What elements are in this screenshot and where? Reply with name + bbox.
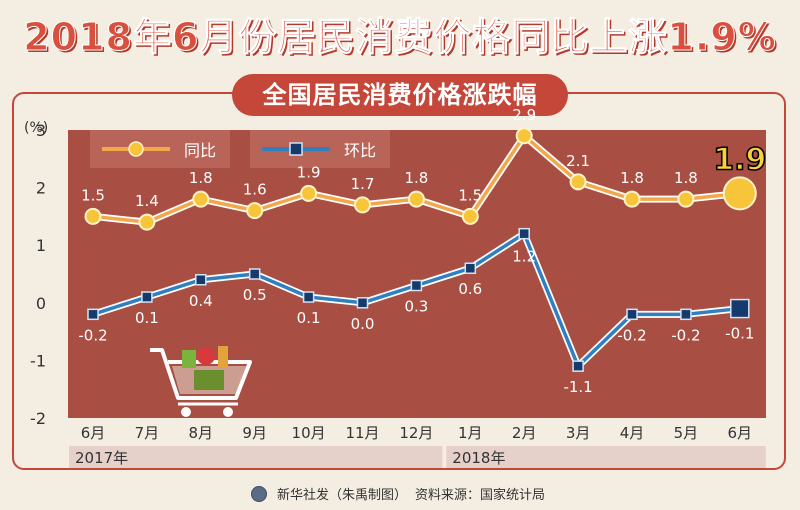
mom-point	[730, 298, 750, 319]
x-tick-label: 10月	[292, 424, 326, 442]
x-tick-label: 5月	[674, 424, 699, 442]
mom-data-label: 0.0	[351, 315, 375, 333]
legend-label-mom: 环比	[344, 141, 376, 160]
mom-point	[626, 308, 638, 321]
mom-data-label: 0.5	[243, 286, 267, 304]
x-tick-label: 4月	[620, 424, 645, 442]
footer: 新华社发（朱禹制图） 资料来源：国家统计局	[0, 484, 800, 503]
yoy-point	[407, 190, 425, 208]
yoy-point	[246, 202, 264, 220]
mom-point	[410, 279, 423, 292]
mom-data-label: -0.2	[617, 326, 646, 344]
yoy-point	[461, 207, 479, 225]
mom-point	[195, 274, 207, 286]
mom-data-label: 1.2	[512, 248, 536, 266]
yoy-data-label: 1.6	[243, 181, 267, 199]
y-tick-label: 1	[36, 236, 46, 255]
mom-point	[680, 308, 692, 321]
yoy-point	[515, 127, 533, 145]
mom-point	[87, 308, 99, 321]
mom-data-label: 0.4	[189, 292, 213, 310]
x-tick-label: 11月	[345, 424, 379, 442]
year-band	[446, 446, 766, 468]
yoy-data-label: 1.8	[620, 169, 644, 187]
x-tick-label: 2月	[512, 424, 537, 442]
mom-data-label: -0.2	[671, 326, 700, 344]
footer-credit: 新华社发（朱禹制图）	[276, 488, 407, 503]
yoy-data-label: 1.5	[458, 186, 482, 204]
x-tick-label: 7月	[135, 424, 160, 442]
year-band	[69, 446, 443, 468]
year-label: 2017年	[75, 449, 128, 467]
x-tick-label: 9月	[242, 424, 267, 442]
legend-marker-mom	[289, 142, 303, 156]
yoy-point	[569, 173, 587, 191]
mom-data-label: -1.1	[563, 378, 592, 396]
y-unit-label: (%)	[24, 120, 48, 136]
mom-point	[248, 268, 261, 280]
mom-point	[302, 291, 315, 303]
yoy-data-label: 1.8	[674, 169, 698, 187]
yoy-point	[192, 190, 210, 208]
shopping-cart-icon	[150, 346, 252, 417]
yoy-point	[84, 207, 102, 225]
yoy-point	[354, 196, 371, 214]
y-tick-label: 0	[36, 294, 46, 313]
yoy-data-label: 1.9	[297, 163, 321, 181]
x-tick-label: 6月	[81, 424, 106, 442]
yoy-data-label: 1.5	[81, 186, 105, 204]
yoy-data-label: 1.8	[404, 169, 428, 187]
chart-subtitle-banner: 全国居民消费价格涨跌幅	[232, 74, 568, 116]
yoy-data-label: 1.8	[189, 169, 213, 187]
y-tick-label: -1	[30, 351, 46, 370]
mom-data-label: 0.1	[135, 309, 159, 327]
mom-data-label: 0.6	[458, 280, 482, 298]
x-tick-label: 6月	[728, 424, 753, 442]
legend-label-yoy: 同比	[184, 141, 216, 160]
mom-data-label: -0.2	[78, 326, 107, 344]
page-title: 2018年6月份居民消费价格同比上涨1.9%	[23, 15, 777, 60]
yoy-point	[623, 190, 641, 208]
x-tick-label: 3月	[566, 424, 591, 442]
year-label: 2018年	[452, 449, 505, 467]
mom-point	[356, 297, 369, 309]
yoy-data-label: 2.1	[566, 152, 590, 170]
yoy-point	[300, 184, 318, 202]
y-tick-label: -2	[30, 409, 46, 428]
x-tick-label: 12月	[399, 424, 433, 442]
mom-data-label: 0.3	[404, 298, 428, 316]
x-tick-label: 8月	[189, 424, 214, 442]
yoy-data-label: 2.9	[512, 106, 536, 124]
x-tick-label: 1月	[458, 424, 483, 442]
yoy-point	[138, 213, 156, 231]
y-tick-label: 2	[36, 179, 46, 198]
yoy-data-label: 1.7	[351, 175, 375, 193]
yoy-point	[722, 176, 757, 211]
mom-point	[141, 291, 153, 303]
mom-data-label: 0.1	[297, 309, 321, 327]
legend-marker-yoy	[128, 141, 144, 157]
y-tick-label: 3	[36, 121, 46, 140]
footer-source: 资料来源：国家统计局	[415, 488, 546, 503]
mom-point	[464, 262, 477, 274]
xinhua-logo-icon	[250, 486, 267, 502]
mom-data-label: -0.1	[725, 325, 754, 343]
yoy-data-label: 1.9	[713, 142, 766, 177]
yoy-point	[677, 190, 695, 208]
mom-point	[518, 227, 530, 240]
yoy-data-label: 1.4	[135, 192, 159, 210]
mom-point	[572, 360, 584, 372]
